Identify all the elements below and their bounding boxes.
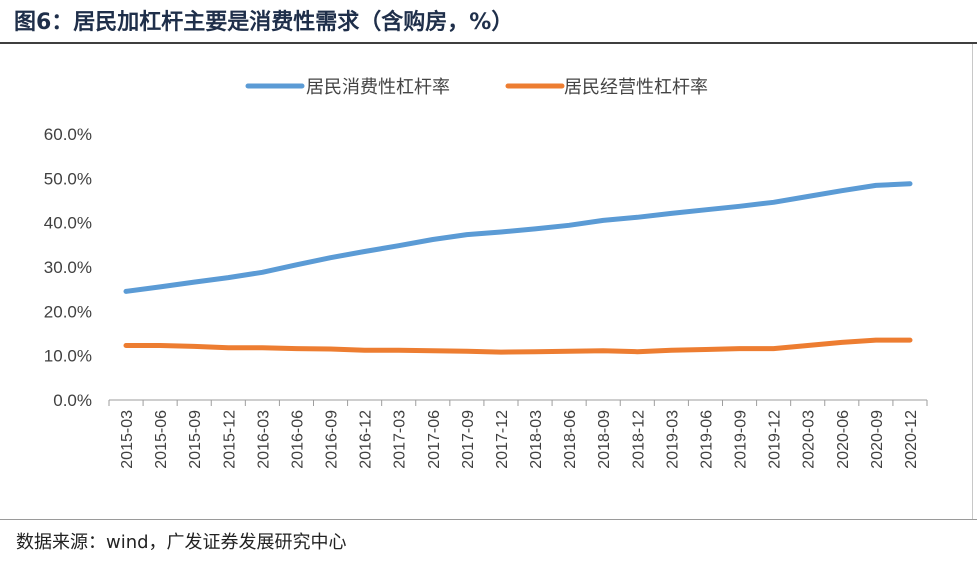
x-tick-label: 2018-09 — [596, 410, 613, 469]
x-tick-label: 2015-12 — [221, 410, 238, 469]
x-tick-label: 2017-06 — [426, 410, 443, 469]
frame-border — [972, 44, 973, 519]
x-tick-label: 2017-09 — [460, 410, 477, 469]
source-divider — [0, 519, 977, 520]
x-tick-label: 2017-03 — [392, 410, 409, 469]
chart-title: 图6：居民加杠杆主要是消费性需求（含购房，%） — [14, 10, 514, 35]
x-tick-label: 2020-09 — [869, 410, 886, 469]
y-tick-label: 30.0% — [44, 258, 92, 277]
consumer-leverage-line — [123, 181, 913, 294]
legend-label: 居民经营性杠杆率 — [564, 77, 708, 98]
y-tick-label: 20.0% — [44, 302, 92, 321]
x-tick-label: 2019-12 — [767, 410, 784, 469]
x-tick-label: 2016-03 — [255, 410, 272, 469]
source-note: 数据来源：wind，广发证券发展研究中心 — [16, 532, 347, 553]
x-tick-label: 2018-03 — [528, 410, 545, 469]
x-tick-label: 2018-06 — [562, 410, 579, 469]
y-tick-label: 0.0% — [53, 391, 92, 410]
x-tick-label: 2020-06 — [835, 410, 852, 469]
y-tick-label: 50.0% — [44, 169, 92, 188]
x-tick-label: 2019-06 — [698, 410, 715, 469]
x-tick-label: 2016-06 — [289, 410, 306, 469]
x-tick-label: 2015-06 — [153, 410, 170, 469]
x-tick-label: 2019-09 — [733, 410, 750, 469]
x-tick-label: 2018-12 — [630, 410, 647, 469]
y-tick-label: 10.0% — [44, 347, 92, 366]
x-tick-label: 2017-12 — [494, 410, 511, 469]
x-tick-label: 2015-03 — [119, 410, 136, 469]
x-tick-label: 2016-12 — [358, 410, 375, 469]
title-divider — [0, 42, 977, 44]
x-tick-label: 2016-09 — [324, 410, 341, 469]
legend-label: 居民消费性杠杆率 — [306, 77, 450, 98]
y-tick-label: 40.0% — [44, 214, 92, 233]
business-leverage-line — [123, 337, 913, 355]
x-tick-label: 2019-03 — [664, 410, 681, 469]
line-chart: 居民消费性杠杆率 居民经营性杠杆率 0.0% 10.0% 20.0% 30.0% 40.0%… — [44, 77, 928, 469]
x-tick-label: 2020-03 — [801, 410, 818, 469]
y-tick-label: 60.0% — [44, 125, 92, 144]
x-tick-label: 2015-09 — [187, 410, 204, 469]
x-tick-label: 2020-12 — [903, 410, 920, 469]
